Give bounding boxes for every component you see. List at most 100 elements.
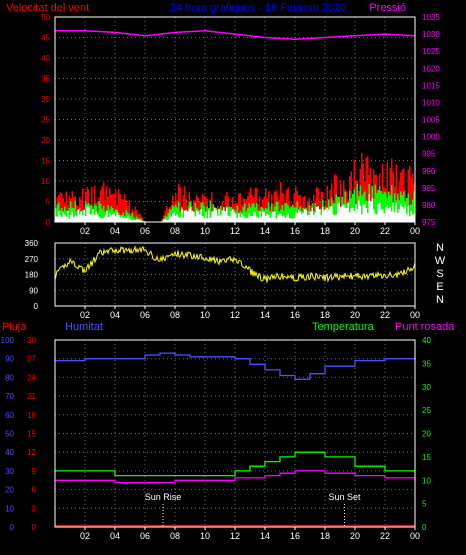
wind-average-bar: [275, 218, 277, 222]
temperature-ytick-label: 0: [422, 523, 427, 532]
wind-average-bar: [125, 217, 127, 222]
wind-average-bar: [104, 215, 106, 222]
wind-average-bar: [74, 215, 76, 222]
wind-average-bar: [193, 211, 195, 222]
direction-plot: [54, 245, 416, 283]
wind-gust-bar: [316, 186, 318, 222]
pressure-line: [55, 29, 416, 40]
wind-mid-bar: [382, 193, 384, 222]
wind-average-bar: [367, 212, 369, 222]
wind-mid-bar: [281, 205, 283, 222]
pressure-ytick-label: 1025: [422, 47, 440, 56]
wind-average-bar: [59, 215, 61, 222]
wind-mid-bar: [56, 204, 58, 222]
wind-average-bar: [133, 219, 135, 222]
wind-average-bar: [326, 207, 328, 222]
wind-average-bar: [203, 217, 205, 222]
wind-average-bar: [136, 219, 138, 222]
wind-average-bar: [371, 198, 373, 222]
wind-average-bar: [77, 209, 79, 222]
wind-average-bar: [299, 211, 301, 222]
rain-ytick-label: 27: [27, 355, 36, 364]
direction-ytick-label: 360: [25, 239, 39, 248]
wind-mid-bar: [74, 201, 76, 222]
wind-gust-bar: [109, 187, 111, 222]
wind-average-bar: [341, 205, 343, 222]
wind-mid-bar: [359, 185, 361, 222]
wind-mid-bar: [206, 206, 208, 222]
wind-average-bar: [169, 215, 171, 222]
wind-average-bar: [94, 215, 96, 222]
wind-average-bar: [91, 213, 93, 222]
wind-mid-bar: [394, 193, 396, 222]
wind-gust-bar: [254, 187, 256, 222]
wind-mid-bar: [356, 184, 358, 222]
climate-xtick-label: 02: [80, 531, 90, 541]
wind-mid-bar: [73, 207, 75, 222]
wind-gust-bar: [103, 182, 105, 222]
wind-average-bar: [127, 216, 129, 222]
wind-average-bar: [71, 211, 73, 222]
wind-mid-bar: [268, 202, 270, 222]
wind-average-bar: [137, 219, 139, 222]
wind-average-bar: [194, 216, 196, 222]
wind-gust-bar: [245, 199, 247, 222]
climate-xtick-label: 20: [350, 531, 360, 541]
direction-xtick-label: 08: [170, 310, 180, 320]
wind-average-bar: [404, 203, 406, 222]
sunset-label: Sun Set: [328, 492, 361, 502]
compass-letter: N: [436, 242, 444, 254]
dewpoint-line: [55, 470, 416, 484]
wind-ytick-label: 20: [41, 136, 50, 145]
wind-average-bar: [358, 200, 360, 222]
wind-gust-bar: [239, 193, 241, 222]
humidity-ytick-label: 20: [5, 486, 14, 495]
wind-mid-bar: [406, 197, 408, 222]
wind-gust-bar: [193, 200, 195, 222]
temp-humidity-axes: 02 04 06 08 10 12 14 16 18 20 22 000102030405060708…: [1, 336, 432, 541]
wind-average-bar: [208, 210, 210, 222]
direction-xtick-label: 06: [140, 310, 150, 320]
temperature-ytick-label: 35: [422, 359, 431, 368]
wind-xtick-label: 04: [110, 226, 120, 236]
wind-average-bar: [239, 217, 241, 222]
wind-average-bar: [70, 214, 72, 222]
wind-average-bar: [170, 216, 172, 222]
pressure-ytick-label: 1010: [422, 98, 440, 107]
wind-mid-bar: [292, 204, 294, 222]
wind-average-bar: [178, 216, 180, 222]
wind-average-bar: [257, 218, 259, 222]
compass-letter: W: [435, 255, 446, 267]
wind-average-bar: [256, 216, 258, 222]
wind-average-bar: [130, 219, 132, 222]
wind-average-bar: [293, 217, 295, 222]
wind-average-bar: [401, 206, 403, 222]
pressure-ytick-label: 975: [422, 218, 436, 227]
wind-average-bar: [55, 216, 57, 222]
wind-average-bar: [260, 216, 262, 222]
direction-xtick-label: 12: [230, 310, 240, 320]
wind-mid-bar: [257, 210, 259, 222]
wind-gust-bar: [340, 180, 342, 222]
wind-average-bar: [212, 210, 214, 222]
wind-average-bar: [385, 207, 387, 222]
pressure-ytick-label: 995: [422, 150, 436, 159]
wind-average-bar: [250, 215, 252, 222]
wind-mid-bar: [353, 189, 355, 222]
wind-mid-bar: [367, 201, 369, 222]
wind-average-bar: [355, 204, 357, 222]
wind-gust-bar: [361, 152, 363, 222]
wind-average-bar: [209, 217, 211, 222]
wind-mid-bar: [139, 218, 141, 222]
wind-average-bar: [181, 208, 183, 222]
wind-xtick-label: 14: [260, 226, 270, 236]
wind-average-bar: [110, 215, 112, 222]
wind-average-bar: [346, 207, 348, 222]
temperature-ytick-label: 40: [422, 336, 431, 345]
wind-gust-bar: [163, 215, 165, 222]
wind-average-bar: [62, 212, 64, 222]
wind-gust-bar: [179, 187, 181, 222]
wind-average-bar: [103, 217, 105, 222]
wind-mid-bar: [94, 204, 96, 222]
